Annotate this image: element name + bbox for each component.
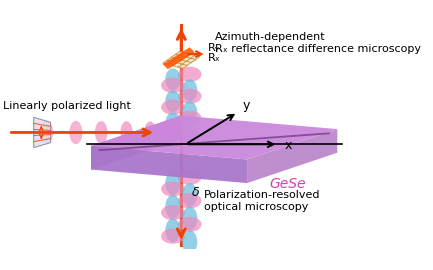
Polygon shape	[163, 52, 200, 68]
Ellipse shape	[144, 122, 156, 143]
Text: GeSe: GeSe	[270, 177, 307, 191]
Text: Polarization-resolved: Polarization-resolved	[204, 190, 320, 200]
Polygon shape	[163, 47, 195, 69]
Ellipse shape	[182, 183, 197, 207]
Polygon shape	[34, 117, 51, 148]
Ellipse shape	[161, 229, 185, 244]
Ellipse shape	[178, 110, 201, 126]
Ellipse shape	[182, 230, 197, 254]
Ellipse shape	[40, 121, 53, 144]
Ellipse shape	[178, 67, 201, 82]
Ellipse shape	[182, 101, 197, 123]
Text: Azimuth-dependent: Azimuth-dependent	[215, 32, 326, 42]
Ellipse shape	[161, 181, 185, 197]
Text: y: y	[243, 99, 250, 112]
Ellipse shape	[165, 195, 181, 218]
Ellipse shape	[69, 121, 82, 144]
Ellipse shape	[178, 193, 201, 208]
Text: optical microscopy: optical microscopy	[204, 202, 308, 212]
Ellipse shape	[182, 123, 197, 145]
Ellipse shape	[95, 121, 107, 144]
Ellipse shape	[165, 68, 181, 90]
Polygon shape	[247, 129, 337, 183]
Ellipse shape	[161, 122, 185, 137]
Ellipse shape	[182, 207, 197, 230]
Polygon shape	[91, 116, 181, 170]
Polygon shape	[91, 146, 247, 183]
Ellipse shape	[161, 205, 185, 220]
Ellipse shape	[165, 90, 181, 112]
Text: Rᵧ: Rᵧ	[208, 43, 220, 53]
Ellipse shape	[178, 170, 201, 185]
Ellipse shape	[165, 171, 181, 195]
Ellipse shape	[161, 78, 185, 93]
Ellipse shape	[182, 79, 197, 101]
Ellipse shape	[165, 218, 181, 242]
Polygon shape	[91, 116, 337, 160]
Ellipse shape	[161, 100, 185, 115]
Text: Linearly polarized light: Linearly polarized light	[3, 101, 130, 111]
Text: Rₓ: Rₓ	[208, 53, 221, 63]
Ellipse shape	[165, 112, 181, 134]
Ellipse shape	[120, 121, 132, 144]
Text: Rₓ reflectance difference microscopy: Rₓ reflectance difference microscopy	[215, 43, 421, 53]
Ellipse shape	[178, 217, 201, 232]
Text: x: x	[285, 140, 292, 153]
Ellipse shape	[178, 89, 201, 104]
Text: δ: δ	[192, 186, 200, 199]
